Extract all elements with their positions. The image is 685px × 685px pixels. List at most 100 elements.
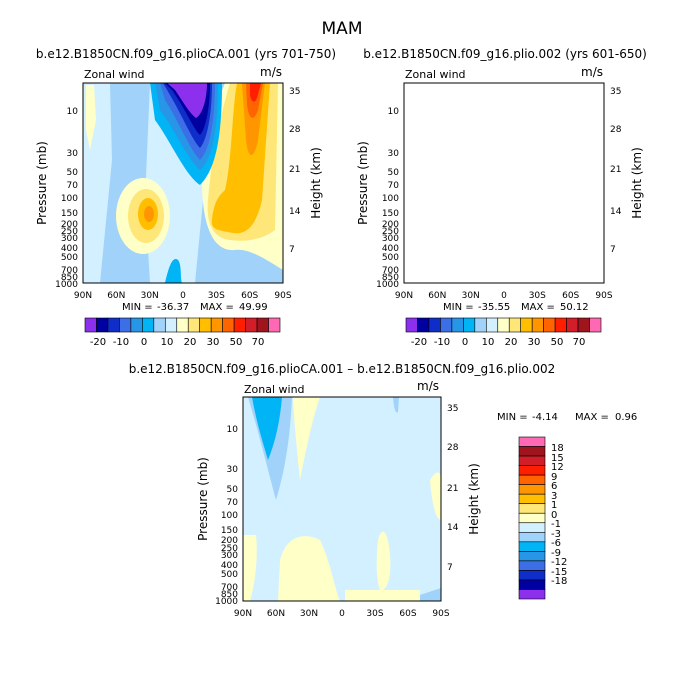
colorbar-box bbox=[577, 317, 590, 333]
colorbar-box bbox=[440, 317, 453, 333]
colorbar-label: 70 bbox=[252, 337, 265, 348]
colorbar-box bbox=[451, 317, 464, 333]
panel-b-colorbar-labels: -20 -10 0 10 20 30 50 70 bbox=[411, 337, 586, 348]
x-tick-label: 60S bbox=[562, 291, 579, 301]
y-tick-label: 500 bbox=[61, 253, 78, 263]
y-tick-label: 250 bbox=[221, 544, 238, 554]
colorbar-label: -20 bbox=[90, 337, 106, 348]
panel-a-title: b.e12.B1850CN.f09_g16.plioCA.001 (yrs 70… bbox=[36, 47, 336, 61]
panel-diff-ylabel: Pressure (mb) bbox=[196, 457, 210, 541]
x-tick-label: 90N bbox=[395, 291, 413, 301]
panel-b-westerly-band bbox=[404, 83, 604, 283]
panel-diff-units: m/s bbox=[417, 379, 439, 393]
colorbar-box bbox=[566, 317, 579, 333]
colorbar-label: -10 bbox=[434, 337, 450, 348]
panel-diff-max-value: 0.96 bbox=[615, 412, 637, 423]
panel-diff-min-label: MIN = bbox=[497, 412, 528, 423]
x-tick-label: 60N bbox=[107, 291, 125, 301]
panel-diff-positive-stratosphere bbox=[293, 397, 320, 480]
colorbar-box bbox=[508, 317, 522, 333]
y-tick-label: 700 bbox=[221, 583, 238, 593]
panel-b-right-ticks: 35 28 21 14 7 bbox=[610, 87, 622, 255]
y-tick-label: 30 bbox=[227, 465, 239, 475]
y-tick-label: 1000 bbox=[215, 597, 238, 607]
colorbar-box bbox=[518, 493, 546, 505]
colorbar-box bbox=[176, 317, 189, 333]
panel-a-min-value: -36.37 bbox=[157, 302, 189, 313]
y-tick-label: 10 bbox=[388, 107, 400, 117]
colorbar-label: -9 bbox=[551, 548, 561, 559]
colorbar-box bbox=[245, 317, 258, 333]
figure-title: MAM bbox=[322, 19, 363, 39]
colorbar-box bbox=[199, 317, 212, 333]
panel-b-min-value: -35.55 bbox=[478, 302, 510, 313]
panel-b-ylabel-right: Height (km) bbox=[630, 147, 644, 218]
y-tick-label: 300 bbox=[61, 234, 78, 244]
colorbar-box bbox=[518, 541, 546, 552]
panel-b-max-label: MAX = bbox=[521, 302, 555, 313]
panel-b-sh-jet-3 bbox=[533, 83, 591, 233]
colorbar-box bbox=[518, 436, 546, 447]
x-tick-label: 30S bbox=[366, 609, 383, 619]
y-tick-label: 850 bbox=[382, 273, 399, 283]
y-tick-label: 150 bbox=[221, 526, 238, 536]
right-tick-label: 35 bbox=[610, 87, 621, 97]
panel-b-min-label: MIN = bbox=[443, 302, 474, 313]
colorbar-box bbox=[518, 522, 546, 533]
panel-b-easterly-3 bbox=[481, 83, 536, 160]
x-tick-label: 60N bbox=[428, 291, 446, 301]
panel-b-sh-jet-2 bbox=[529, 83, 599, 241]
right-tick-label: 7 bbox=[289, 245, 295, 255]
panel-diff-max-label: MAX = bbox=[575, 412, 609, 423]
colorbar-label: -3 bbox=[551, 529, 561, 540]
y-tick-label: 850 bbox=[221, 590, 238, 600]
y-tick-label: 700 bbox=[61, 266, 78, 276]
panel-b-tropical-zone bbox=[466, 83, 526, 283]
colorbar-label: -20 bbox=[411, 337, 427, 348]
colorbar-label: 20 bbox=[184, 337, 197, 348]
right-tick-label: 35 bbox=[289, 87, 300, 97]
y-tick-label: 1000 bbox=[55, 280, 78, 290]
colorbar-box bbox=[405, 317, 418, 333]
x-tick-label: 90S bbox=[595, 291, 612, 301]
panel-diff-y-ticks: 10 30 50 70 100 150 200 250 300 400 500 … bbox=[215, 425, 238, 607]
x-tick-label: 60N bbox=[267, 609, 285, 619]
colorbar-box bbox=[518, 465, 546, 476]
panel-b-max-value: 50.12 bbox=[560, 302, 589, 313]
colorbar-box bbox=[543, 317, 556, 333]
y-tick-label: 200 bbox=[221, 536, 238, 546]
colorbar-box bbox=[531, 317, 544, 333]
panel-diff-right-ticks: 35 28 21 14 7 bbox=[447, 404, 459, 573]
y-tick-label: 200 bbox=[61, 220, 78, 230]
colorbar-box bbox=[107, 317, 120, 333]
colorbar-label: 15 bbox=[551, 453, 564, 464]
colorbar-label: 20 bbox=[505, 337, 518, 348]
panel-a-frame bbox=[82, 82, 284, 284]
panel-b-nh-polar bbox=[404, 83, 433, 283]
colorbar-box bbox=[518, 446, 546, 457]
colorbar-label: 6 bbox=[551, 481, 557, 492]
colorbar-box bbox=[518, 560, 546, 571]
panel-a-units: m/s bbox=[260, 65, 282, 79]
x-tick-label: 60S bbox=[399, 609, 416, 619]
colorbar-label: -12 bbox=[551, 557, 567, 568]
y-tick-label: 30 bbox=[388, 149, 400, 159]
x-tick-label: 30N bbox=[300, 609, 318, 619]
y-tick-label: 70 bbox=[227, 498, 239, 508]
colorbar-box bbox=[554, 317, 567, 333]
colorbar-box bbox=[518, 484, 546, 495]
y-tick-label: 500 bbox=[221, 570, 238, 580]
colorbar-box bbox=[210, 317, 223, 333]
right-tick-label: 28 bbox=[289, 125, 301, 135]
colorbar-box bbox=[96, 317, 109, 333]
panel-b-x-ticks: 90N 60N 30N 0 30S 60S 90S bbox=[395, 291, 613, 301]
panel-diff-positive-sh-polar bbox=[430, 472, 441, 520]
panel-b-background bbox=[404, 83, 604, 283]
x-tick-label: 60S bbox=[241, 291, 258, 301]
panel-a-max-label: MAX = bbox=[200, 302, 234, 313]
panel-b: b.e12.B1850CN.f09_g16.plio.002 (yrs 601-… bbox=[356, 47, 647, 348]
x-tick-label: 0 bbox=[339, 609, 345, 619]
y-tick-label: 300 bbox=[221, 551, 238, 561]
panel-b-variable: Zonal wind bbox=[405, 68, 466, 81]
